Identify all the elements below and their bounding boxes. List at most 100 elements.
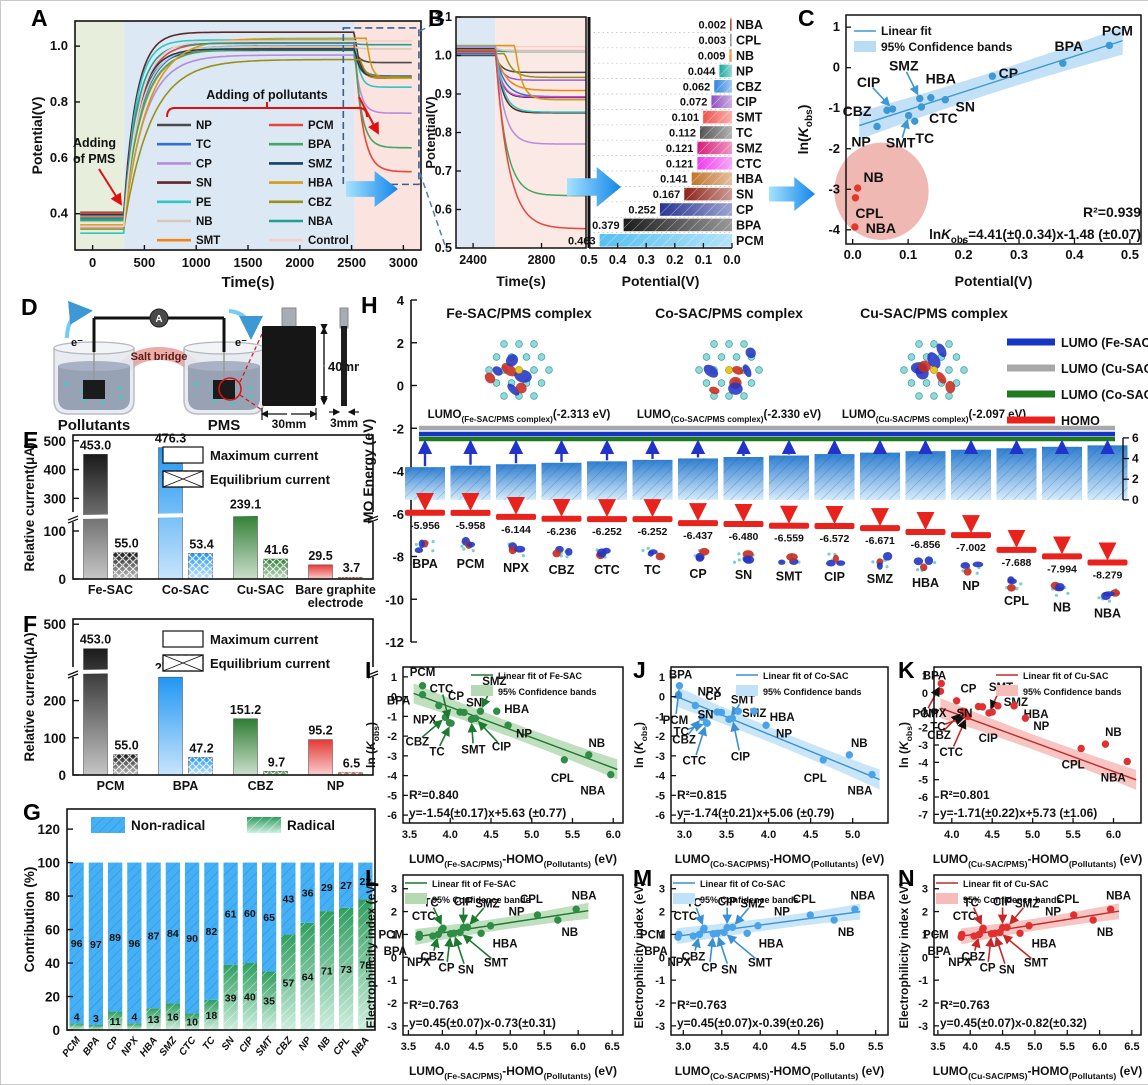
panel-G: G 4 96 PCM 3 97 BPA 11 89 CP 4 96 NPX 13 87 HBA 16 84 SMZ… [21, 799, 383, 1082]
svg-text:NP: NP [327, 779, 344, 793]
svg-text:SN: SN [458, 964, 474, 976]
panel-L-chart: PCM BPA NPX CBZ CTC TC CP SN SMT CIP SMZ HBA NP CPL NB… [363, 867, 631, 1084]
svg-text:43: 43 [283, 894, 295, 906]
svg-text:0.4: 0.4 [50, 206, 69, 221]
svg-text:-2: -2 [387, 731, 397, 743]
svg-text:NBA: NBA [848, 786, 873, 798]
svg-text:LUMO(Cu-SAC/PMS)-HOMO(Pollutan: LUMO(Cu-SAC/PMS)-HOMO(Pollutants) (eV) [933, 852, 1143, 869]
svg-text:73: 73 [340, 964, 352, 976]
svg-text:71: 71 [321, 966, 333, 978]
svg-text:55.0: 55.0 [114, 739, 138, 753]
svg-text:-7.688: -7.688 [1002, 557, 1032, 569]
svg-text:NPX: NPX [503, 561, 529, 575]
svg-text:0.1: 0.1 [695, 253, 712, 267]
svg-text:1: 1 [833, 19, 840, 34]
svg-text:-3: -3 [828, 181, 840, 196]
svg-text:0: 0 [922, 688, 928, 700]
svg-text:Control: Control [308, 235, 349, 247]
svg-text:R²=0.763: R²=0.763 [409, 998, 459, 1012]
svg-text:Potential(V): Potential(V) [622, 273, 700, 289]
svg-text:500: 500 [43, 617, 66, 632]
svg-text:0.0: 0.0 [844, 247, 862, 262]
svg-text:SMT: SMT [1024, 957, 1048, 969]
svg-text:CP: CP [736, 203, 753, 217]
svg-text:Time(s): Time(s) [221, 274, 274, 291]
svg-text:NB: NB [588, 738, 605, 750]
svg-text:R²=0.801: R²=0.801 [940, 788, 990, 802]
svg-text:CIP: CIP [824, 570, 845, 584]
panel-A-letter: A [31, 5, 48, 31]
svg-text:HBA: HBA [1032, 938, 1057, 950]
svg-text:Fe-SAC/PMS complex: Fe-SAC/PMS complex [446, 305, 592, 321]
svg-text:LUMO(Fe-SAC/PMS)-HOMO(Pollutan: LUMO(Fe-SAC/PMS)-HOMO(Pollutants) (eV) [409, 852, 617, 869]
panel-J: JBPAPCMNPXCBZCTCTCCPSNSMTCIPSMZHBANPCPLN… [631, 657, 896, 869]
svg-text:PCM: PCM [379, 929, 405, 941]
svg-text:SMZ: SMZ [736, 141, 763, 155]
svg-text:NBA: NBA [1101, 772, 1126, 784]
svg-text:65: 65 [263, 912, 275, 924]
svg-text:95% Confidence bands: 95% Confidence bands [963, 895, 1062, 905]
svg-text:NP: NP [516, 728, 532, 740]
panel-D-diagram: Ae⁻e⁻Salt bridgePollutantsPMS40mm30mm3mm [19, 296, 366, 439]
svg-text:-5.956: -5.956 [410, 520, 440, 532]
svg-text:47.2: 47.2 [189, 741, 213, 755]
svg-text:y=-1.71(±0.22)x+5.73 (±1.06): y=-1.71(±0.22)x+5.73 (±1.06) [940, 806, 1097, 820]
svg-text:-6.559: -6.559 [774, 533, 804, 545]
svg-text:-2: -2 [918, 723, 928, 735]
svg-text:4.5: 4.5 [483, 829, 498, 841]
svg-text:HBA: HBA [759, 938, 784, 950]
svg-text:0: 0 [89, 255, 96, 270]
svg-text:NPX: NPX [407, 957, 431, 969]
svg-text:0.379: 0.379 [592, 220, 620, 232]
svg-text:-3: -3 [918, 740, 928, 752]
svg-text:NBA: NBA [308, 216, 333, 228]
svg-text:0.5: 0.5 [580, 253, 597, 267]
svg-text:4.5: 4.5 [803, 829, 818, 841]
svg-text:0.4: 0.4 [1065, 247, 1084, 262]
svg-text:3: 3 [659, 884, 665, 896]
svg-text:300: 300 [43, 491, 66, 506]
svg-text:SMT: SMT [886, 135, 916, 151]
svg-text:PCM: PCM [640, 929, 666, 941]
svg-text:CTC: CTC [929, 110, 958, 126]
svg-text:0.009: 0.009 [698, 51, 726, 63]
svg-text:13: 13 [148, 1014, 160, 1026]
svg-text:57: 57 [283, 977, 295, 989]
svg-text:-2: -2 [655, 998, 665, 1010]
svg-text:6.0: 6.0 [606, 829, 621, 841]
svg-text:PCM: PCM [410, 667, 436, 679]
svg-text:-5: -5 [655, 790, 665, 802]
svg-text:0.252: 0.252 [628, 205, 656, 217]
svg-text:Pollutants: Pollutants [58, 417, 131, 434]
svg-text:CP: CP [439, 963, 455, 975]
svg-text:2: 2 [1132, 472, 1139, 486]
svg-text:4.0: 4.0 [944, 829, 959, 841]
svg-text:CBZ: CBZ [248, 779, 274, 793]
svg-text:y=0.45(±0.07)x-0.39(±0.26): y=0.45(±0.07)x-0.39(±0.26) [677, 1016, 824, 1030]
svg-text:0: 0 [391, 692, 397, 704]
svg-text:CPL: CPL [1062, 759, 1085, 771]
panel-H-letter: H [361, 292, 378, 318]
svg-text:0.2: 0.2 [955, 247, 973, 262]
svg-text:CPL: CPL [551, 773, 574, 785]
svg-text:Potential(V): Potential(V) [955, 273, 1033, 289]
svg-text:0.6: 0.6 [50, 150, 68, 165]
svg-text:6: 6 [1132, 431, 1139, 445]
svg-text:3mm: 3mm [330, 416, 358, 430]
svg-text:CTC: CTC [673, 911, 697, 923]
svg-text:0.141: 0.141 [660, 174, 688, 186]
svg-text:96: 96 [129, 938, 141, 950]
svg-text:400: 400 [43, 463, 66, 478]
svg-text:CBZ: CBZ [736, 80, 762, 94]
svg-text:4.0: 4.0 [761, 829, 776, 841]
svg-text:NPX: NPX [948, 957, 972, 969]
svg-text:LUMO(Co-SAC/PMS)-HOMO(Pollutan: LUMO(Co-SAC/PMS)-HOMO(Pollutants) (eV) [675, 1064, 885, 1081]
svg-text:4.5: 4.5 [995, 1041, 1010, 1053]
svg-text:16: 16 [167, 1012, 179, 1024]
svg-text:PCM: PCM [736, 234, 764, 248]
svg-text:35: 35 [263, 996, 275, 1008]
svg-text:1: 1 [391, 672, 397, 684]
svg-text:-4: -4 [918, 757, 929, 769]
svg-text:87: 87 [148, 930, 160, 942]
